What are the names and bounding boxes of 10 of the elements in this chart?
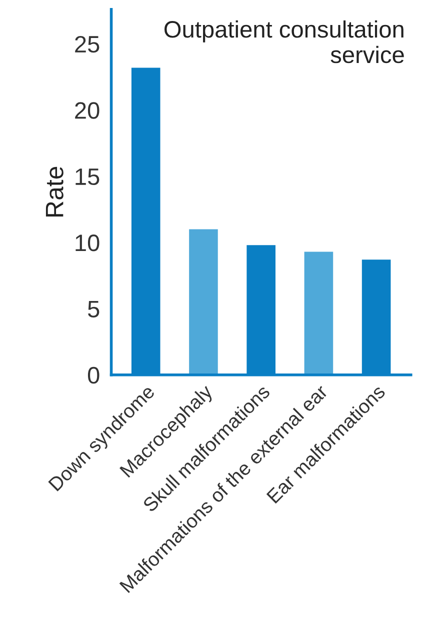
y-tick-label: 0 [88, 366, 100, 384]
bar [189, 229, 218, 375]
y-tick-label: 15 [76, 168, 100, 186]
bar [304, 252, 334, 375]
y-tick-label: 10 [76, 234, 100, 252]
y-tick-label: 20 [75, 102, 100, 119]
y-tick-label: 5 [88, 300, 100, 318]
y-tick-label: 25 [75, 36, 100, 53]
text: Outpatient consultation service [164, 20, 404, 64]
y-axis-title: Rate [46, 166, 64, 216]
